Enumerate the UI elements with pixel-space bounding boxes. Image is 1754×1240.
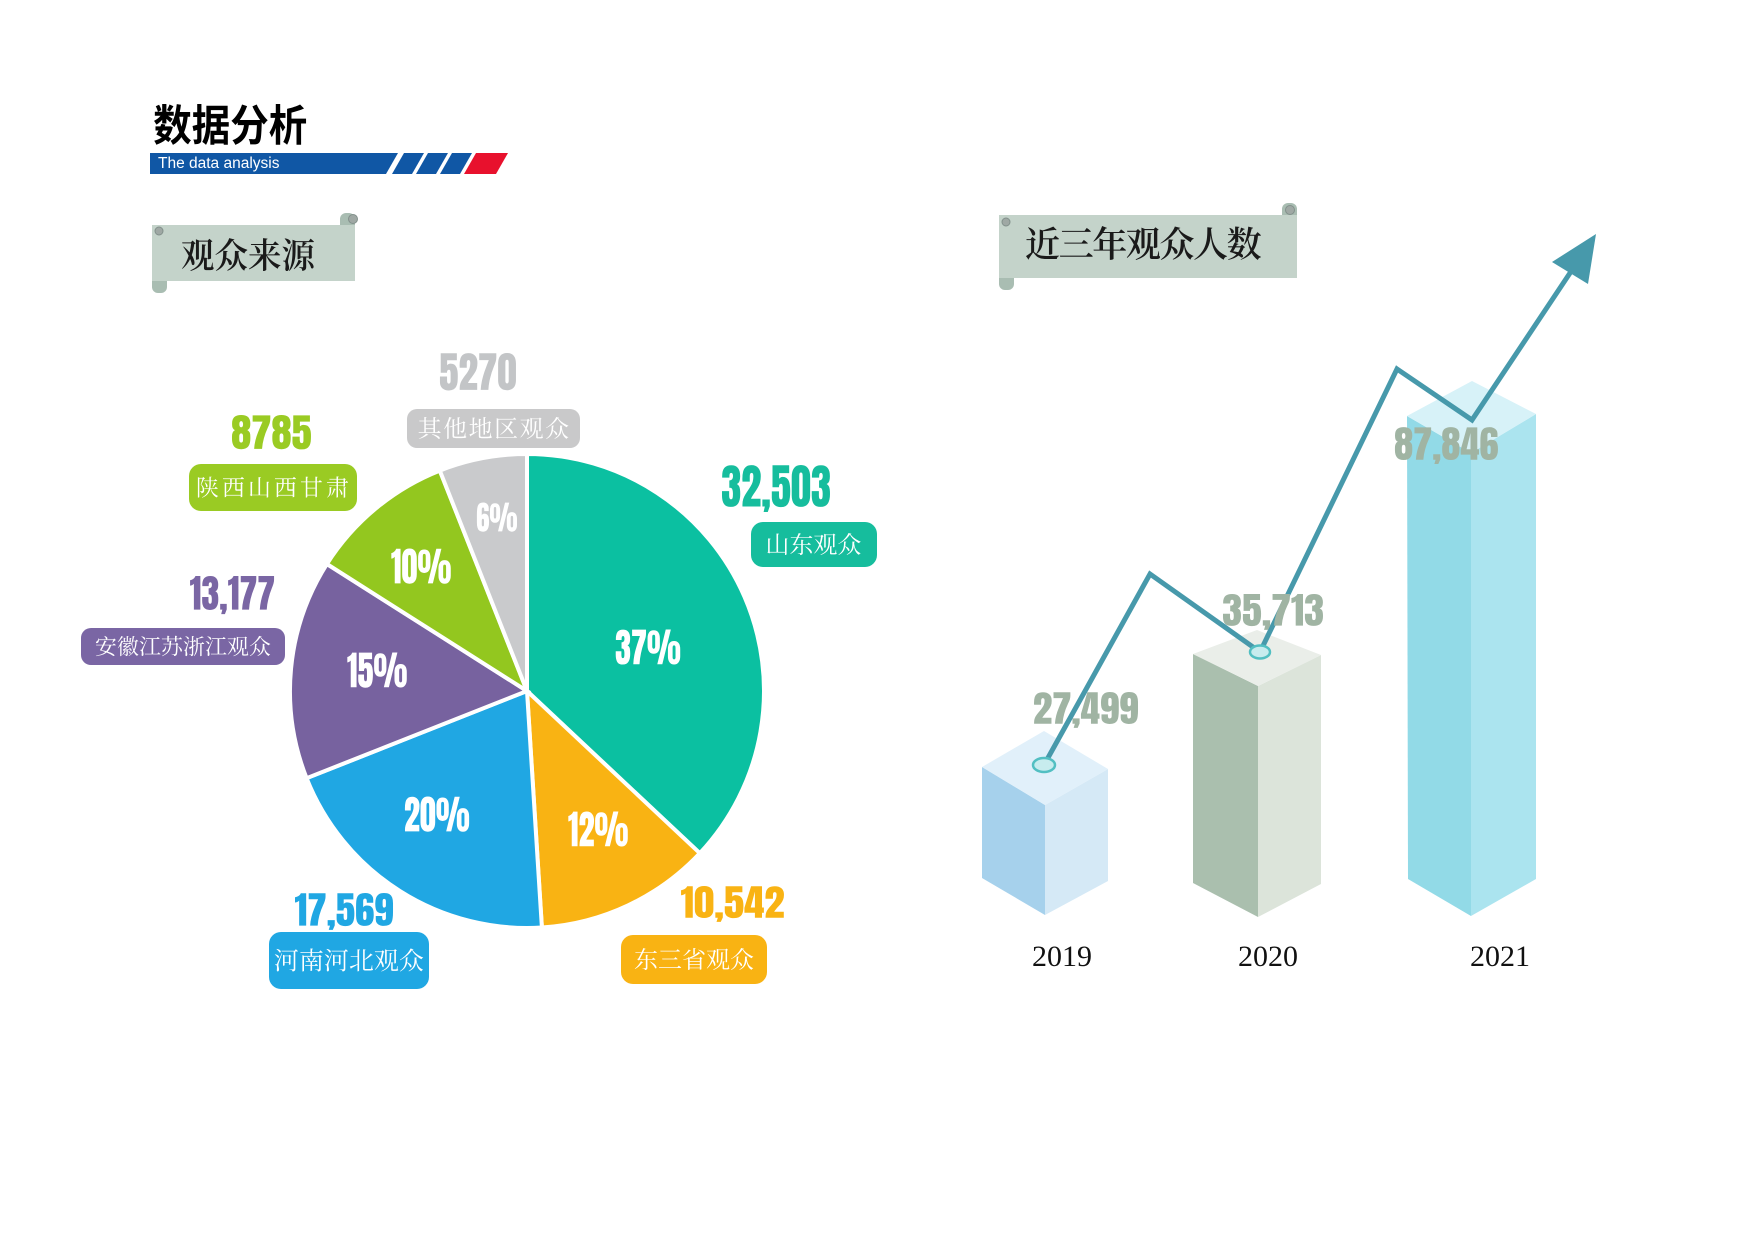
svg-text:2020: 2020 [1238,940,1298,973]
svg-text:The data analysis: The data analysis [158,155,280,172]
svg-text:2019: 2019 [1032,940,1092,973]
svg-text:2021: 2021 [1470,940,1530,973]
